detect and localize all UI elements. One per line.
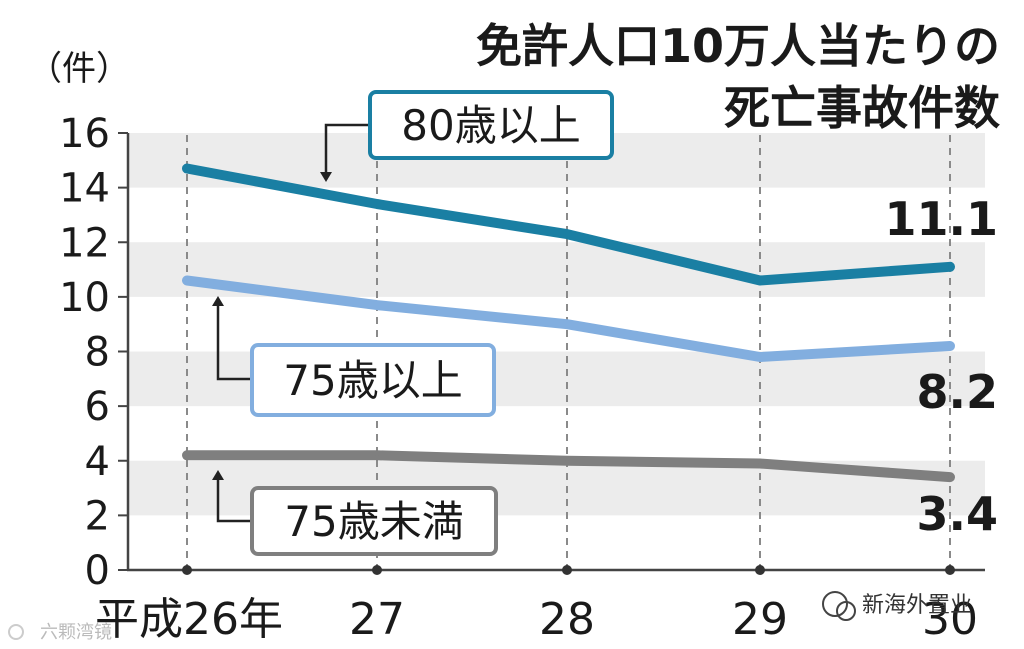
series-1-point xyxy=(375,303,379,308)
series-0-point xyxy=(565,232,569,237)
y-unit-label: （件） xyxy=(28,49,130,89)
legend-label-2: 75歳未満 xyxy=(284,497,463,546)
x-tick-label: 28 xyxy=(539,594,595,645)
series-2-point xyxy=(758,461,762,466)
series-1-point xyxy=(185,278,189,283)
y-tick-label: 12 xyxy=(59,220,110,266)
end-value-label-0: 11.1 xyxy=(885,192,999,246)
legend-box-0 xyxy=(368,90,614,160)
watermark-right-text: 新海外置业 xyxy=(862,593,972,618)
y-tick-label: 2 xyxy=(85,493,110,539)
callout-arrow-1 xyxy=(212,296,224,306)
callout-connector-1 xyxy=(216,302,252,381)
y-tick-label: 14 xyxy=(59,166,110,212)
end-value-labels: 11.1 8.2 3.4 xyxy=(885,192,999,541)
callout-connector-2 xyxy=(216,476,252,523)
series-2-point xyxy=(375,453,379,458)
x-tick-label: 30 xyxy=(922,594,978,645)
x-tick-dot xyxy=(562,565,572,575)
chart-title-line-1: 免許人口10万人当たりの xyxy=(476,19,1000,73)
series-2-point xyxy=(185,453,189,458)
end-value-label-1: 8.2 xyxy=(917,365,999,419)
callout-connector-0 xyxy=(324,123,370,176)
y-tick-label: 8 xyxy=(85,330,110,376)
y-tick-label: 4 xyxy=(85,439,110,485)
y-tick-label: 6 xyxy=(85,384,110,430)
legend-callouts: 80歳以上 75歳以上 75歳未満 xyxy=(212,90,614,556)
series-2-point xyxy=(948,475,952,480)
y-axis-ticks: 0 2 4 6 8 10 12 14 16 xyxy=(59,111,128,594)
legend-box-2 xyxy=(250,486,498,556)
series-2-point xyxy=(565,458,569,463)
callout-arrow-2 xyxy=(212,470,224,480)
callout-arrow-0 xyxy=(320,172,332,182)
watermark-left: 六颗湾镜 xyxy=(8,622,112,643)
end-value-label-2: 3.4 xyxy=(917,487,999,541)
watermark-logo-icon xyxy=(8,624,24,640)
x-tick-dot xyxy=(945,565,955,575)
x-tick-dot xyxy=(372,565,382,575)
y-tick-label: 16 xyxy=(59,111,110,157)
watermark-left-text: 六颗湾镜 xyxy=(40,622,112,643)
x-tick-dot xyxy=(182,565,192,575)
wechat-icon xyxy=(822,591,848,617)
legend-label-1: 75歳以上 xyxy=(283,356,462,405)
x-axis-ticks: 平成26年 27 28 29 30 xyxy=(95,565,978,645)
legend-box-1 xyxy=(250,343,496,417)
x-tick-label: 27 xyxy=(349,594,405,645)
series-0-point xyxy=(375,202,379,207)
series-1-point xyxy=(565,322,569,327)
watermark-right: 新海外置业 xyxy=(822,591,972,621)
series-lines xyxy=(182,163,955,483)
x-tick-label: 29 xyxy=(732,594,788,645)
y-tick-label: 0 xyxy=(85,548,110,594)
series-1-point xyxy=(758,354,762,359)
y-tick-label: 10 xyxy=(59,275,110,321)
series-0-point xyxy=(758,278,762,283)
series-0-point xyxy=(948,264,952,269)
series-1-point xyxy=(948,344,952,349)
x-tick-label: 平成26年 xyxy=(95,594,283,645)
x-tick-dot xyxy=(755,565,765,575)
chart-title-line-2: 死亡事故件数 xyxy=(724,81,1000,135)
legend-label-0: 80歳以上 xyxy=(401,101,580,150)
wechat-icon-bubble xyxy=(836,601,856,621)
series-0-point xyxy=(185,166,189,171)
